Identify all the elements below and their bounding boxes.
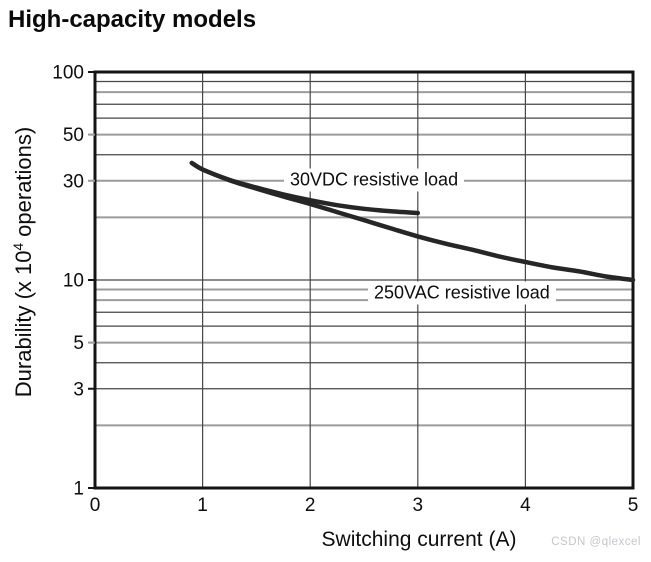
x-axis-title: Switching current (A) — [321, 528, 517, 551]
series-label-30vdc: 30VDC resistive load — [284, 168, 465, 192]
y-tick-label: 50 — [63, 125, 84, 146]
x-tick-label: 4 — [520, 495, 531, 516]
y-tick-label: 30 — [63, 171, 84, 192]
y-tick-label: 3 — [73, 379, 84, 400]
y-tick-label: 10 — [63, 271, 84, 292]
x-tick-label: 1 — [197, 495, 208, 516]
chart-title: High-capacity models — [8, 6, 257, 33]
watermark: CSDN @qlexcel — [551, 536, 641, 548]
y-tick-label: 5 — [73, 333, 84, 354]
y-tick-label: 100 — [52, 63, 84, 84]
x-tick-label: 0 — [90, 495, 101, 516]
x-tick-label: 2 — [305, 495, 316, 516]
series-label-250vac: 250VAC resistive load — [368, 281, 556, 305]
y-tick-label: 1 — [73, 479, 84, 500]
x-tick-label: 5 — [628, 495, 639, 516]
x-tick-label: 3 — [413, 495, 424, 516]
